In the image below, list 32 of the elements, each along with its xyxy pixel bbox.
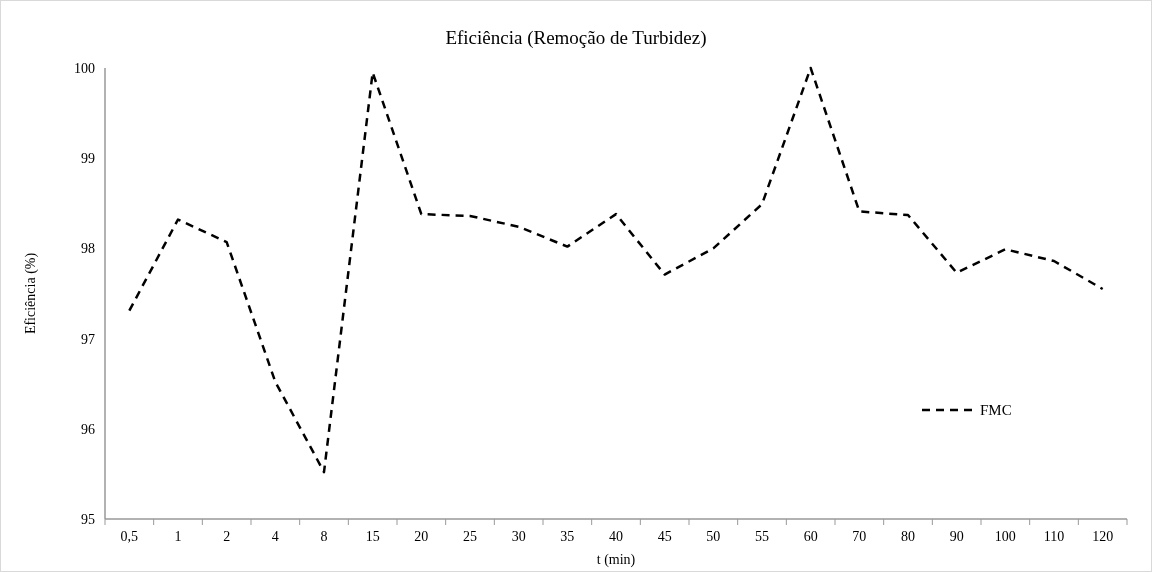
x-tick-label: 35 (560, 529, 575, 544)
x-tick-label: 20 (414, 529, 429, 544)
x-tick-label: 15 (365, 529, 380, 544)
y-tick-label: 99 (81, 151, 95, 167)
x-tick-label: 0,5 (120, 529, 139, 544)
x-axis-title: t (min) (596, 552, 636, 568)
x-tick-label: 80 (901, 529, 915, 544)
x-tick-label: 50 (706, 529, 721, 544)
line-series (128, 66, 1104, 474)
x-tick-label: 8 (320, 529, 328, 544)
y-tick-label: 96 (81, 421, 95, 437)
x-tick-label: 70 (852, 529, 867, 544)
chart-title: Eficiência (Remoção de Turbidez) (445, 27, 707, 49)
legend-label: FMC (980, 402, 1012, 419)
y-tick-label: 100 (74, 60, 95, 76)
y-tick-label: 98 (81, 241, 95, 257)
x-tick-label: 45 (657, 529, 672, 544)
x-tick-label: 1 (174, 529, 182, 544)
x-tick-label: 25 (463, 529, 477, 544)
x-tick-label: 30 (511, 529, 526, 544)
x-tick-label: 4 (271, 529, 279, 544)
x-tick-label: 40 (609, 529, 623, 544)
x-tick-label: 55 (755, 529, 769, 544)
x-tick-label: 110 (1043, 529, 1065, 544)
y-axis-title: Eficiência (%) (23, 252, 39, 335)
x-tick-label: 2 (223, 529, 231, 544)
x-tick-label: 120 (1092, 529, 1114, 544)
y-tick-label: 97 (81, 331, 95, 347)
y-tick-label: 95 (81, 511, 95, 527)
x-tick-label: 100 (994, 529, 1016, 544)
x-tick-label: 60 (803, 529, 818, 544)
x-tick-label: 90 (949, 529, 964, 544)
